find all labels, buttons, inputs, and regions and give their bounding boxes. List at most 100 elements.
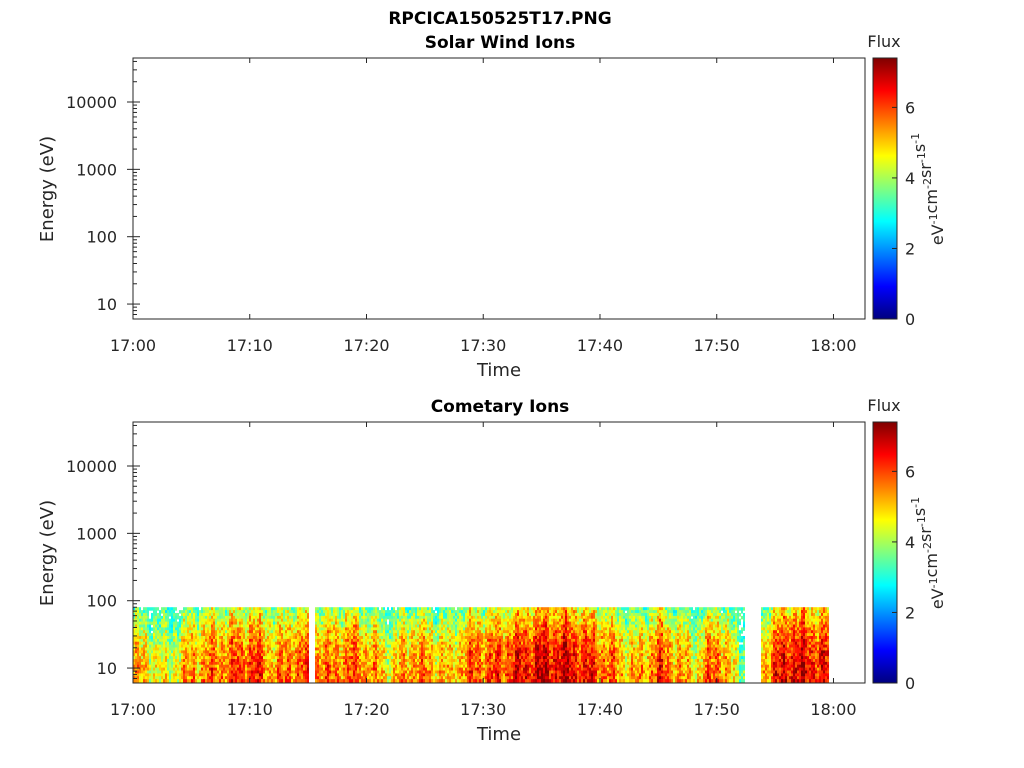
flux-cell [265, 653, 267, 657]
flux-cell [201, 638, 203, 643]
flux-cell [185, 659, 187, 663]
flux-cell [277, 676, 279, 680]
flux-cell [315, 627, 317, 631]
flux-cell [391, 679, 393, 683]
flux-cell [491, 659, 493, 663]
flux-cell [181, 650, 183, 654]
flux-cell [165, 607, 167, 611]
flux-cell [361, 676, 363, 680]
flux-cell [141, 673, 143, 677]
flux-cell [261, 613, 263, 617]
flux-cell [321, 630, 323, 634]
flux-cell [315, 613, 317, 617]
flux-cell [265, 636, 267, 640]
flux-cell [137, 630, 139, 634]
flux-cell [233, 679, 235, 683]
flux-cell [459, 624, 461, 628]
flux-cell [215, 653, 217, 657]
flux-cell [465, 633, 467, 637]
flux-cell [457, 679, 459, 683]
flux-cell [157, 624, 159, 628]
flux-cell [159, 664, 161, 669]
flux-cell [421, 621, 423, 626]
flux-cell [467, 633, 469, 637]
flux-cell [387, 615, 389, 620]
flux-cell [341, 656, 343, 660]
flux-cell [509, 667, 511, 672]
flux-cell [453, 661, 455, 666]
flux-cell [371, 615, 373, 620]
flux-cell [481, 661, 483, 666]
flux-cell [291, 613, 293, 617]
flux-cell [447, 670, 449, 674]
flux-cell [455, 615, 457, 620]
flux-cell [479, 661, 481, 666]
flux-cell [285, 613, 287, 617]
flux-cell [249, 636, 251, 640]
flux-cell [233, 676, 235, 680]
flux-cell [517, 659, 519, 663]
flux-cell [327, 667, 329, 672]
flux-cell [325, 613, 327, 617]
flux-cell [503, 627, 505, 631]
flux-cell [149, 641, 151, 646]
flux-cell [291, 664, 293, 669]
flux-cell [325, 664, 327, 669]
flux-cell [435, 627, 437, 631]
flux-cell [469, 627, 471, 631]
flux-cell [141, 618, 143, 623]
flux-cell [359, 644, 361, 649]
flux-cell [167, 656, 169, 660]
flux-cell [487, 644, 489, 649]
flux-cell [273, 624, 275, 628]
flux-cell [273, 679, 275, 683]
flux-cell [413, 633, 415, 637]
flux-cell [427, 673, 429, 677]
flux-cell [203, 607, 205, 611]
flux-cell [305, 679, 307, 683]
flux-cell [489, 636, 491, 640]
flux-cell [315, 610, 317, 614]
flux-cell [151, 613, 153, 617]
flux-cell [425, 630, 427, 634]
flux-cell [219, 618, 221, 623]
flux-cell [427, 647, 429, 651]
flux-cell [257, 607, 259, 611]
flux-cell [179, 653, 181, 657]
flux-cell [219, 659, 221, 663]
flux-cell [433, 679, 435, 683]
flux-cell [165, 613, 167, 617]
flux-cell [345, 636, 347, 640]
flux-cell [183, 673, 185, 677]
flux-cell [257, 679, 259, 683]
flux-cell [437, 621, 439, 626]
flux-cell [425, 664, 427, 669]
flux-cell [417, 636, 419, 640]
flux-cell [213, 673, 215, 677]
flux-cell [431, 624, 433, 628]
flux-cell [251, 610, 253, 614]
flux-cell [377, 615, 379, 620]
flux-cell [209, 644, 211, 649]
flux-cell [397, 653, 399, 657]
flux-cell [381, 613, 383, 617]
flux-cell [375, 633, 377, 637]
flux-cell [191, 621, 193, 626]
flux-cell [501, 664, 503, 669]
flux-cell [375, 673, 377, 677]
flux-cell [465, 667, 467, 672]
flux-cell [373, 633, 375, 637]
flux-cell [353, 656, 355, 660]
flux-cell [281, 641, 283, 646]
flux-cell [243, 641, 245, 646]
flux-cell [205, 627, 207, 631]
flux-cell [191, 653, 193, 657]
flux-cell [515, 667, 517, 672]
flux-cell [277, 647, 279, 651]
flux-cell [269, 633, 271, 637]
flux-cell [499, 667, 501, 672]
flux-cell [373, 610, 375, 614]
flux-cell [155, 630, 157, 634]
flux-cell [361, 661, 363, 666]
flux-cell [195, 638, 197, 643]
